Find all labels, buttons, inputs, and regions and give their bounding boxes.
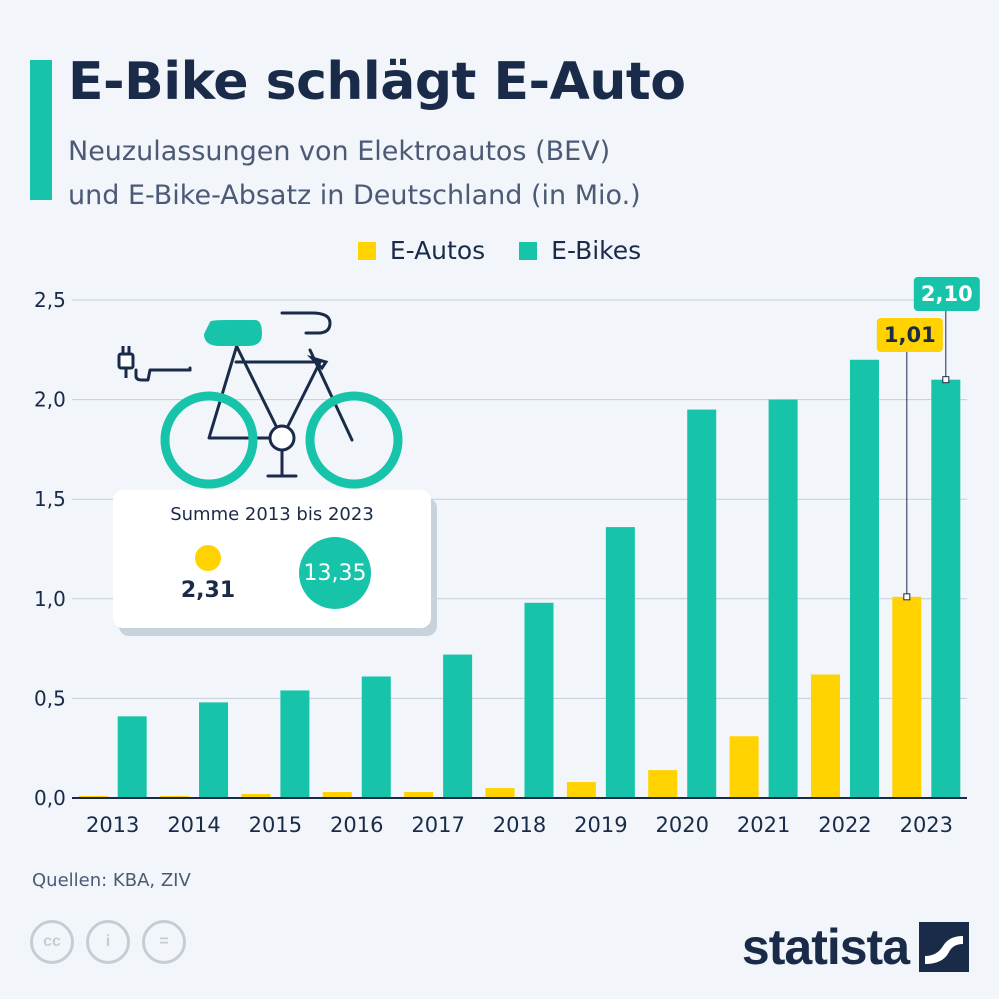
legend-item-e-bikes: E-Bikes [519,236,641,265]
no-derivatives-icon[interactable]: = [142,920,186,964]
x-tick-label: 2018 [493,813,546,837]
x-tick-label: 2023 [900,813,953,837]
x-tick-label: 2019 [574,813,627,837]
bar-e-bikes-2019 [605,527,635,798]
attribution-icon[interactable]: i [86,920,130,964]
y-tick-label: 2,5 [34,288,66,312]
bar-e-bikes-2015 [280,690,310,798]
bar-e-autos-2020 [648,770,678,798]
bar-e-bikes-2013 [117,716,147,798]
legend-label-e-autos: E-Autos [389,236,486,265]
y-tick-label: 0,5 [34,686,66,710]
summary-title: Summe 2013 bis 2023 [170,504,374,525]
y-tick-label: 0,0 [34,786,66,810]
bar-e-bikes-2023 [931,379,961,798]
data-label-box [876,318,943,352]
chart-legend: E-Autos E-Bikes [0,236,999,265]
bar-e-autos-2019 [566,782,596,798]
page-subtitle: Neuzulassungen von Elektroautos (BEV) un… [68,130,641,218]
x-tick-label: 2016 [330,813,383,837]
legend-swatch-e-bikes [519,241,538,260]
y-tick-label: 1,5 [34,487,66,511]
bar-e-bikes-2022 [849,359,879,798]
bar-e-bikes-2018 [524,602,554,798]
bar-e-autos-2016 [322,792,352,798]
source-note: Quellen: KBA, ZIV [32,870,191,891]
bar-e-autos-2021 [729,736,759,798]
accent-bar [30,60,52,200]
bar-e-autos-2017 [404,792,434,798]
bar-e-bikes-2017 [443,654,473,798]
bar-e-autos-2018 [485,788,515,798]
page-title: E-Bike schlägt E-Auto [68,52,686,112]
summary-e-autos-dot [195,545,221,571]
data-label-anchor [903,593,911,601]
legend-item-e-autos: E-Autos [357,236,486,265]
x-tick-label: 2021 [737,813,790,837]
bar-e-bikes-2021 [768,399,798,798]
legend-swatch-e-autos [357,241,376,260]
x-tick-label: 2022 [818,813,871,837]
data-label-box [913,277,980,311]
data-label-e-bikes-2023: 2,10 [921,282,973,306]
bar-e-bikes-2020 [687,409,717,798]
creative-commons-icon[interactable]: cc [30,920,74,964]
brand-name: statista [741,919,910,975]
legend-label-e-bikes: E-Bikes [551,236,642,265]
data-label-e-autos-2023: 1,01 [884,323,936,347]
bar-e-autos-2015 [241,794,271,798]
license-icons: cc i = [30,920,186,964]
summary-card: Summe 2013 bis 2023 2,31 13,35 [113,490,431,628]
summary-e-bikes-total: 13,35 [299,537,371,609]
x-tick-label: 2013 [86,813,139,837]
subtitle-line-2: und E-Bike-Absatz in Deutschland (in Mio… [68,180,641,211]
x-tick-label: 2014 [167,813,220,837]
data-label-anchor [942,376,950,384]
x-tick-label: 2020 [656,813,709,837]
bar-e-autos-2022 [810,674,840,798]
statista-logo[interactable]: statista [742,918,969,976]
y-tick-label: 2,0 [34,388,66,412]
bar-e-bikes-2016 [361,676,391,798]
x-tick-label: 2017 [411,813,464,837]
x-tick-label: 2015 [249,813,302,837]
bar-e-bikes-2014 [199,702,229,798]
subtitle-line-1: Neuzulassungen von Elektroautos (BEV) [68,136,611,167]
y-tick-label: 1,0 [34,587,66,611]
summary-e-autos-total: 2,31 [180,578,236,603]
statista-mark-icon [919,922,969,972]
bar-e-autos-2023 [892,596,922,798]
